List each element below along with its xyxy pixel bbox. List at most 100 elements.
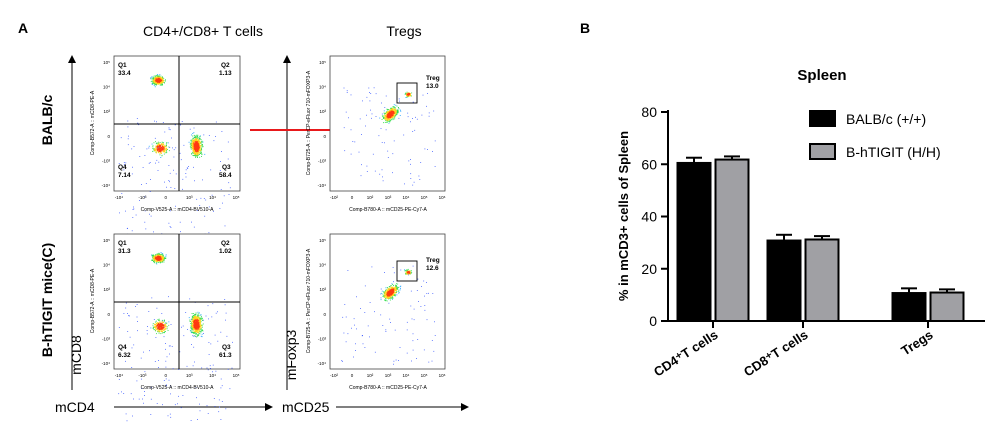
event-dot	[193, 317, 195, 319]
event-dot	[192, 320, 194, 322]
event-dot	[163, 148, 165, 150]
event-dot	[381, 115, 383, 117]
event-dot	[187, 168, 189, 169]
event-dot	[164, 323, 166, 325]
event-dot	[160, 323, 162, 325]
event-dot	[406, 329, 408, 331]
event-dot	[407, 269, 409, 271]
event-dot	[348, 117, 349, 119]
event-dot	[162, 78, 164, 79]
event-dot	[159, 322, 161, 324]
event-dot	[388, 118, 390, 119]
event-dot	[387, 109, 389, 110]
event-dot	[162, 122, 164, 123]
event-dot	[392, 289, 394, 291]
bar	[766, 239, 802, 322]
event-dot	[198, 149, 200, 151]
event-dot	[158, 78, 160, 80]
event-dot	[165, 255, 167, 257]
event-dot	[197, 145, 199, 147]
y-axis-title: % in mCD3+ cells of Spleen	[616, 131, 631, 301]
event-dot	[157, 144, 159, 146]
event-dot	[145, 183, 147, 184]
event-dot	[197, 157, 198, 158]
event-dot	[391, 116, 393, 118]
event-dot	[161, 328, 163, 330]
event-dot	[160, 256, 161, 258]
event-dot	[202, 326, 203, 328]
event-dot	[394, 287, 396, 289]
event-dot	[410, 290, 412, 292]
event-dot	[396, 286, 398, 288]
event-dot	[150, 77, 152, 79]
event-dot	[224, 225, 226, 227]
event-dot	[214, 334, 216, 336]
event-dot	[194, 141, 196, 142]
event-dot	[392, 119, 394, 121]
panel-a-label: A	[18, 20, 28, 36]
event-dot	[192, 141, 194, 143]
event-dot	[410, 270, 412, 272]
event-dot	[152, 328, 154, 329]
event-dot	[391, 291, 393, 293]
event-dot	[166, 147, 167, 149]
event-dot	[162, 149, 164, 151]
event-dot	[393, 116, 395, 118]
event-dot	[195, 138, 197, 140]
event-dot	[201, 367, 203, 369]
event-dot	[368, 87, 370, 89]
event-dot	[196, 314, 198, 316]
event-dot	[159, 330, 161, 331]
event-dot	[157, 329, 158, 331]
event-dot	[194, 153, 195, 155]
event-dot	[156, 79, 158, 80]
event-dot	[389, 288, 391, 290]
event-dot	[160, 145, 162, 147]
event-dot	[159, 148, 161, 150]
event-dot	[194, 144, 196, 146]
event-dot	[158, 322, 160, 324]
event-dot	[395, 110, 397, 112]
event-dot	[198, 151, 200, 153]
treg-gate-value: 12.6	[426, 265, 439, 272]
event-dot	[118, 393, 120, 395]
event-dot	[385, 115, 386, 116]
event-dot	[162, 328, 164, 330]
event-dot	[153, 261, 154, 262]
event-dot	[195, 146, 197, 147]
event-dot	[165, 348, 166, 350]
event-dot	[195, 331, 197, 333]
event-dot	[121, 193, 123, 194]
event-dot	[156, 307, 158, 309]
event-dot	[191, 325, 192, 327]
event-dot	[387, 121, 388, 123]
event-dot	[158, 148, 160, 150]
event-dot	[199, 142, 201, 144]
event-dot	[412, 340, 414, 342]
event-dot	[392, 296, 394, 298]
event-dot	[156, 327, 158, 329]
event-dot	[190, 145, 192, 146]
event-dot	[350, 153, 352, 155]
event-dot	[191, 322, 192, 324]
event-dot	[157, 146, 159, 147]
event-dot	[166, 150, 167, 152]
event-dot	[193, 332, 194, 334]
event-dot	[398, 98, 400, 100]
event-dot	[160, 83, 162, 85]
event-dot	[155, 327, 157, 329]
event-dot	[191, 319, 192, 320]
event-dot	[154, 326, 156, 328]
plot-quad-htigit: Q1 31.3 Q2 1.02 Q4 6.32 Q3 61.3 Comp-B57…	[90, 233, 241, 422]
event-dot	[161, 80, 163, 82]
event-dot	[175, 173, 177, 175]
event-dot	[196, 318, 198, 320]
event-dot	[408, 273, 410, 275]
event-dot	[410, 121, 411, 123]
event-dot	[160, 323, 162, 325]
event-dot	[370, 109, 371, 111]
event-dot	[160, 259, 162, 261]
event-dot	[200, 142, 201, 144]
event-dot	[214, 406, 216, 407]
event-dot	[158, 146, 159, 147]
